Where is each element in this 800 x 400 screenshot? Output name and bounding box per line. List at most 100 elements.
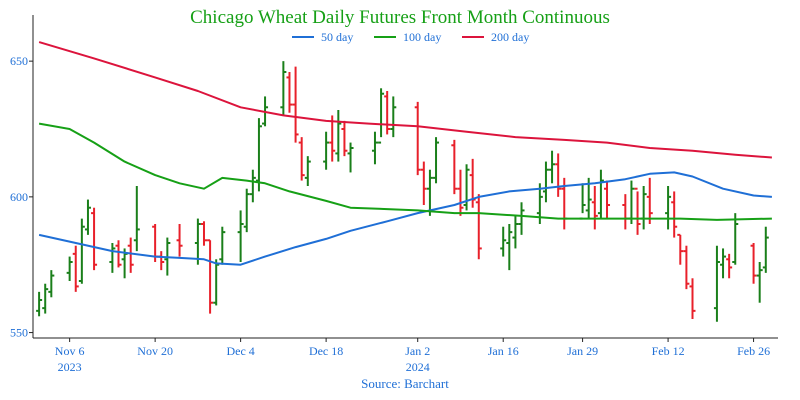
ohlc-bar <box>677 233 684 265</box>
ohlc-bar <box>713 245 720 322</box>
ohlc-bar <box>329 115 336 162</box>
x-tick-label: Dec 18 <box>309 344 343 358</box>
ohlc-bar <box>634 187 641 235</box>
ohlc-bar <box>323 131 330 170</box>
ohlc-bar <box>463 164 470 211</box>
ohlc-bar <box>255 118 262 192</box>
ohlc-bar <box>720 248 727 279</box>
ma-line-200-day <box>38 41 772 159</box>
ohlc-bar <box>280 61 287 116</box>
ohlc-bar <box>286 72 293 113</box>
ohlc-bar <box>426 169 433 216</box>
x-tick-label: Dec 4 <box>226 344 254 358</box>
ohlc-bar <box>750 243 757 284</box>
ohlc-bar <box>390 96 397 138</box>
ohlc-bar <box>762 226 769 273</box>
ohlc-bar <box>433 137 440 184</box>
ohlc-bar <box>579 183 586 220</box>
ohlc-bar <box>475 194 482 260</box>
ohlc-bar <box>237 210 244 262</box>
x-tick-year-label: 2023 <box>58 360 82 374</box>
price-bars <box>36 61 769 322</box>
ohlc-bar <box>506 224 513 271</box>
ohlc-bar <box>591 186 598 230</box>
ohlc-bar <box>646 177 653 224</box>
ohlc-bar <box>683 245 690 290</box>
ohlc-bar <box>42 283 49 314</box>
ohlc-bar <box>604 180 611 219</box>
x-tick-label: Nov 20 <box>137 344 173 358</box>
ohlc-bar <box>500 226 507 257</box>
ohlc-bar <box>640 186 647 230</box>
ohlc-bar <box>420 161 427 205</box>
ohlc-bar <box>665 186 672 230</box>
ohlc-bar <box>249 169 256 203</box>
ohlc-bar <box>384 91 391 135</box>
ohlc-bar <box>347 142 354 173</box>
ohlc-bar <box>414 101 421 176</box>
ohlc-bar <box>518 202 525 235</box>
ohlc-bar <box>555 153 562 197</box>
ohlc-bar <box>549 150 556 184</box>
ohlc-bar <box>335 110 342 162</box>
ohlc-bar <box>622 194 629 230</box>
ohlc-bar <box>207 239 214 314</box>
svg-text:200 day: 200 day <box>491 30 529 44</box>
svg-text:100 day: 100 day <box>403 30 441 44</box>
ohlc-bar <box>671 191 678 238</box>
source-label: Source: Barchart <box>361 376 449 391</box>
x-tick-year-label: 2024 <box>406 360 430 374</box>
ohlc-bar <box>72 245 79 292</box>
legend-item: 200 day <box>462 30 529 44</box>
ohlc-bar <box>78 218 85 284</box>
ohlc-bar <box>48 270 55 298</box>
ohlc-bar <box>158 251 165 271</box>
ohlc-bar <box>512 215 519 249</box>
ohlc-bar <box>726 253 733 279</box>
x-tick-label: Feb 12 <box>652 344 685 358</box>
ohlc-bar <box>213 259 220 306</box>
x-tick-label: Jan 29 <box>567 344 598 358</box>
ohlc-bar <box>732 213 739 265</box>
ohlc-bar <box>292 66 299 143</box>
ma-line-100-day <box>38 122 772 221</box>
ohlc-bar <box>298 137 305 181</box>
ohlc-bar <box>371 131 378 165</box>
ohlc-bar <box>109 243 116 273</box>
svg-text:50 day: 50 day <box>321 30 353 44</box>
ohlc-bar <box>36 291 43 317</box>
ohlc-bar <box>457 169 464 216</box>
ohlc-bar <box>200 221 207 246</box>
ohlc-bar <box>628 180 635 224</box>
ohlc-bar <box>66 256 73 281</box>
ohlc-bar <box>84 199 91 235</box>
ohlc-bar <box>597 169 604 219</box>
moving-averages <box>38 41 772 266</box>
y-tick-label: 550 <box>10 326 28 340</box>
ohlc-bar <box>176 224 183 257</box>
ohlc-bar <box>194 218 201 265</box>
legend: 50 day 100 day 200 day <box>292 30 529 44</box>
axes: 550 600 650 Nov 6 2023 Nov 20 Dec 4 Dec 18 Jan 2… <box>10 15 778 374</box>
x-tick-label: Nov 6 <box>55 344 85 358</box>
ohlc-bar <box>341 120 348 157</box>
ohlc-bar <box>219 226 226 265</box>
x-tick-label: Jan 2 <box>405 344 430 358</box>
x-tick-label: Feb 26 <box>737 344 770 358</box>
ohlc-bar <box>127 237 134 273</box>
ohlc-bar <box>91 207 98 271</box>
ohlc-bar <box>451 139 458 195</box>
ohlc-bar <box>756 262 763 303</box>
legend-item: 50 day <box>292 30 353 44</box>
ohlc-bar <box>115 240 122 268</box>
ohlc-bar <box>689 278 696 319</box>
ma-line-50-day <box>38 171 772 266</box>
ohlc-bar <box>542 161 549 203</box>
x-tick-label: Jan 16 <box>488 344 519 358</box>
legend-item: 100 day <box>374 30 441 44</box>
ohlc-bar <box>304 156 311 186</box>
ohlc-bar <box>133 186 140 252</box>
y-tick-label: 600 <box>10 190 28 204</box>
